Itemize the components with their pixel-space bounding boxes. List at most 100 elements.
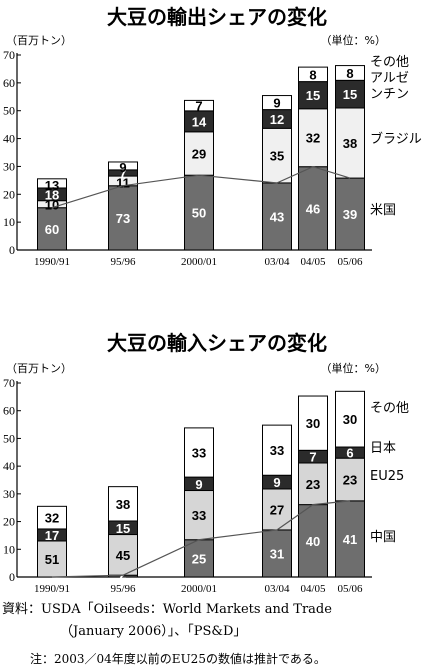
data-label: 27	[270, 502, 284, 517]
data-label: 9	[119, 160, 126, 175]
y-tick-label: 40	[3, 459, 15, 473]
bar-segment	[108, 486, 138, 522]
bar-segment	[262, 424, 292, 476]
data-label: 9	[273, 96, 280, 111]
data-label: 12	[270, 112, 284, 127]
y-tick-label: 60	[3, 76, 15, 90]
bar-segment	[262, 182, 292, 251]
series-trend-line	[51, 166, 351, 209]
bar-segment	[335, 177, 365, 251]
bar-segment	[184, 99, 214, 112]
data-label: 38	[343, 136, 357, 151]
y-tick-label: 20	[3, 187, 15, 201]
data-label: 25	[192, 551, 206, 566]
data-label: 33	[192, 445, 206, 460]
data-label: 45	[116, 548, 130, 563]
bar-segment	[262, 95, 292, 111]
data-label: 7	[119, 166, 126, 181]
y-tick-label: 30	[3, 487, 15, 501]
bar-segment	[298, 81, 328, 110]
y-tick-label: 50	[3, 431, 15, 445]
data-label: 33	[270, 443, 284, 458]
data-label: 51	[45, 552, 59, 567]
data-label: 33	[192, 508, 206, 523]
chart-title: 大豆の輸入シェアの変化	[107, 331, 327, 355]
footnote: 注：2003／04年度以前のEU25の数値は推計である。	[30, 651, 326, 666]
legend-label: 日本	[370, 441, 396, 456]
bar-segment	[262, 127, 292, 184]
data-label: 15	[306, 88, 320, 103]
bar-segment	[298, 504, 328, 578]
data-label: 17	[45, 528, 59, 543]
x-tick-label: 1990/91	[34, 583, 70, 595]
x-tick-label: 2000/01	[181, 583, 217, 595]
x-tick-label: 03/04	[264, 256, 290, 268]
bar-segment	[37, 178, 67, 189]
legend-label: ンチン	[370, 87, 409, 102]
import-chart: 大豆の輸入シェアの変化 （百万トン） （単位：%） 0 10 20 30 40 50 60 70 51…	[3, 331, 409, 595]
x-tick-label: 03/04	[264, 583, 290, 595]
data-label: 50	[192, 206, 206, 221]
legend-label: 米国	[370, 203, 396, 218]
source-line-1: 資料：USDA「Oilseeds：World Markets and Trade	[2, 602, 332, 617]
x-tick-label: 2000/01	[181, 256, 217, 268]
data-label: 7	[309, 450, 316, 465]
bar-segment	[108, 161, 138, 171]
data-label: 9	[195, 477, 202, 492]
x-tick-label: 95/96	[110, 583, 136, 595]
x-tick-label: 1990/91	[34, 256, 70, 268]
bar-segment	[298, 166, 328, 251]
bar-segment	[298, 395, 328, 451]
x-tick-label: 05/06	[337, 583, 363, 595]
data-label: 6	[346, 446, 353, 461]
data-label: 32	[306, 131, 320, 146]
data-label: 18	[45, 187, 59, 202]
data-label: 35	[270, 149, 284, 164]
data-label: 41	[343, 532, 357, 547]
data-label: 13	[45, 178, 59, 193]
data-label: 7	[195, 99, 202, 114]
data-label: 14	[192, 114, 207, 129]
data-label: 10	[45, 198, 59, 213]
share-unit-note: （単位：%）	[321, 361, 386, 375]
chart-title: 大豆の輸出シェアの変化	[107, 5, 327, 29]
bar-segment	[184, 174, 214, 251]
data-label: 9	[273, 475, 280, 490]
data-label: 29	[192, 147, 206, 162]
data-label: 8	[346, 66, 353, 81]
y-axis-unit-label: （百万トン）	[6, 34, 72, 47]
x-tick-label: 04/05	[300, 256, 326, 268]
data-label: 43	[270, 209, 284, 224]
x-tick-label: 04/05	[300, 583, 326, 595]
bar-segment	[37, 540, 67, 578]
bar-segment	[184, 131, 214, 176]
y-tick-label: 10	[3, 542, 15, 556]
bar-segment	[335, 65, 365, 81]
bar-segment	[298, 66, 328, 83]
bar-segment	[184, 427, 214, 478]
data-label: 30	[306, 416, 320, 431]
y-tick-label: 40	[3, 132, 15, 146]
bar-segment	[298, 108, 328, 168]
bar-segment	[37, 505, 67, 530]
data-label: 23	[306, 477, 320, 492]
legend-label: ブラジル	[370, 131, 422, 147]
y-axis-unit-label: （百万トン）	[6, 362, 72, 375]
y-tick-label: 10	[3, 215, 15, 229]
data-label: 46	[306, 201, 320, 216]
data-label: 73	[116, 211, 130, 226]
x-tick-label: 05/06	[337, 256, 363, 268]
legend-label: EU25	[370, 469, 404, 484]
y-tick-label: 60	[3, 404, 15, 418]
data-label: 38	[116, 497, 130, 512]
bar-segment	[262, 529, 292, 578]
bar-segment	[335, 390, 365, 448]
data-label: 15	[116, 521, 130, 536]
y-tick-label: 20	[3, 515, 15, 529]
bar-segment	[184, 539, 214, 578]
export-chart: 大豆の輸出シェアの変化 （百万トン） （単位：%） 0 10 20 30 40 50 60 70 60…	[3, 5, 422, 268]
data-label: 60	[45, 222, 59, 237]
y-tick-label: 0	[9, 243, 15, 257]
data-label: 32	[45, 511, 59, 526]
